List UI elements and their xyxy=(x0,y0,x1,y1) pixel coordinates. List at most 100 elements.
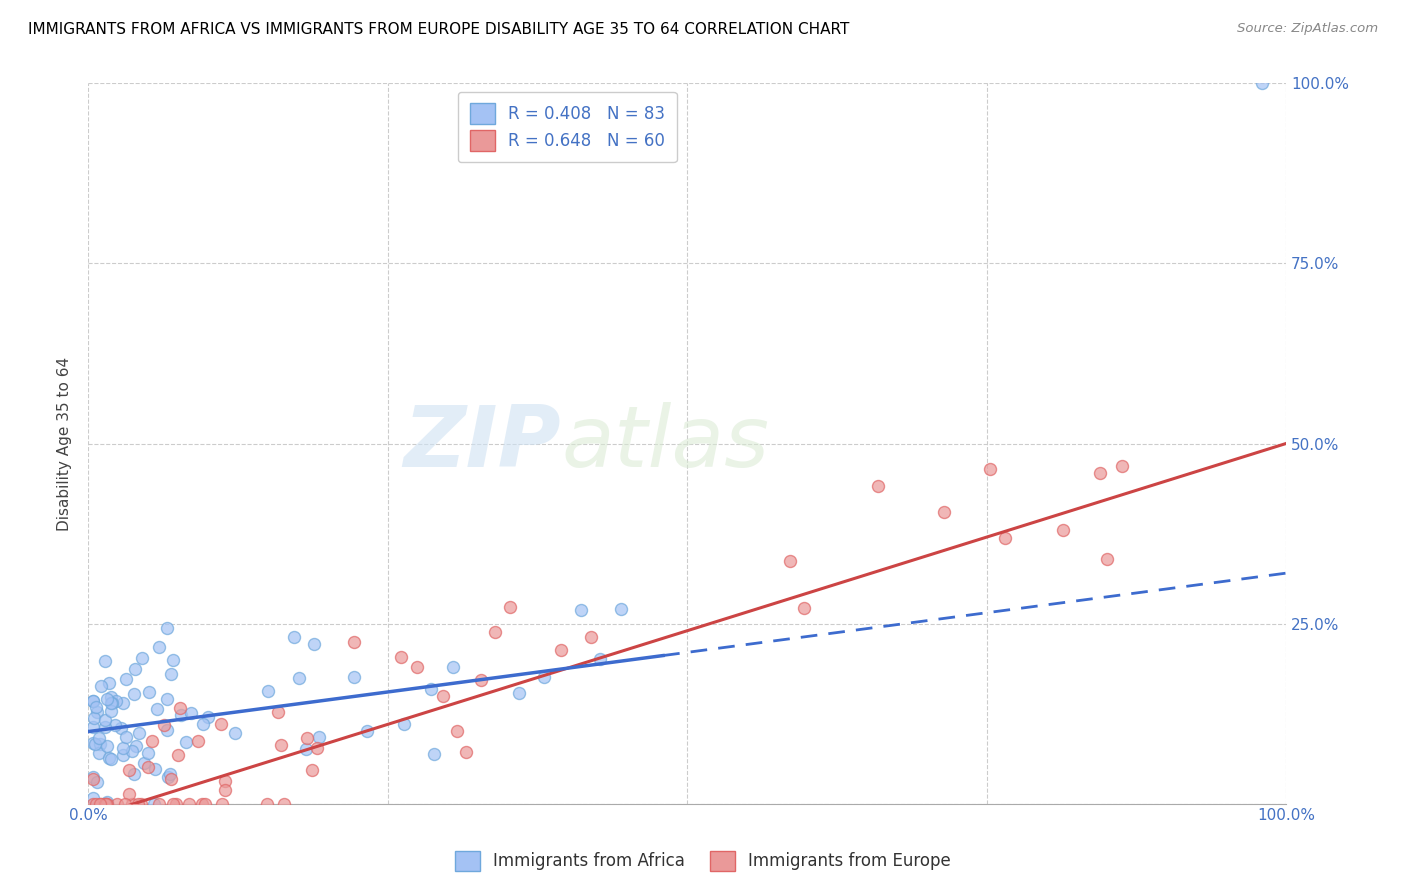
Point xyxy=(94,797,117,811)
Point xyxy=(82,790,104,805)
Point xyxy=(550,643,572,657)
Point xyxy=(1090,467,1112,481)
Point xyxy=(283,630,305,644)
Point xyxy=(132,756,155,770)
Point xyxy=(356,724,378,739)
Point xyxy=(89,737,111,751)
Point xyxy=(484,624,506,639)
Point xyxy=(125,739,148,754)
Point xyxy=(423,747,446,761)
Point xyxy=(214,782,236,797)
Point xyxy=(288,671,311,685)
Point xyxy=(994,531,1017,545)
Point xyxy=(122,767,145,781)
Point xyxy=(569,603,592,617)
Point xyxy=(153,718,176,732)
Point xyxy=(499,599,522,614)
Point xyxy=(419,682,441,697)
Legend: R = 0.408   N = 83, R = 0.648   N = 60: R = 0.408 N = 83, R = 0.648 N = 60 xyxy=(458,92,676,162)
Point xyxy=(82,736,104,750)
Point xyxy=(273,797,295,811)
Point xyxy=(86,774,108,789)
Point xyxy=(389,650,412,665)
Point xyxy=(174,734,197,748)
Point xyxy=(302,637,325,651)
Point xyxy=(100,752,122,766)
Point xyxy=(124,662,146,676)
Point xyxy=(446,723,468,738)
Point xyxy=(127,797,149,811)
Point xyxy=(84,797,107,811)
Point xyxy=(84,737,107,751)
Point xyxy=(98,751,121,765)
Point xyxy=(104,718,127,732)
Point xyxy=(295,742,318,756)
Point xyxy=(96,797,118,811)
Point xyxy=(145,702,167,716)
Point xyxy=(86,705,108,719)
Point xyxy=(392,717,415,731)
Point xyxy=(82,770,104,784)
Point xyxy=(165,797,187,811)
Point xyxy=(589,651,612,665)
Point xyxy=(169,701,191,715)
Point xyxy=(162,653,184,667)
Point xyxy=(96,739,118,753)
Point xyxy=(1095,552,1118,566)
Point xyxy=(105,797,128,811)
Point xyxy=(97,675,120,690)
Point xyxy=(257,684,280,698)
Point xyxy=(115,730,138,744)
Point xyxy=(94,797,117,811)
Point xyxy=(157,771,180,785)
Point xyxy=(343,670,366,684)
Point xyxy=(96,692,118,706)
Point xyxy=(128,725,150,739)
Point xyxy=(267,705,290,719)
Point xyxy=(191,717,214,731)
Point xyxy=(111,747,134,762)
Y-axis label: Disability Age 35 to 64: Disability Age 35 to 64 xyxy=(58,357,72,531)
Point xyxy=(454,746,477,760)
Point xyxy=(90,679,112,693)
Point xyxy=(179,797,201,811)
Point xyxy=(180,706,202,720)
Point xyxy=(533,670,555,684)
Point xyxy=(209,717,232,731)
Legend: Immigrants from Africa, Immigrants from Europe: Immigrants from Africa, Immigrants from … xyxy=(447,842,959,880)
Point xyxy=(100,705,122,719)
Point xyxy=(93,797,115,811)
Point xyxy=(82,772,104,786)
Point xyxy=(159,666,181,681)
Point xyxy=(579,630,602,644)
Point xyxy=(87,747,110,761)
Point xyxy=(307,740,329,755)
Point xyxy=(96,797,118,811)
Point xyxy=(82,797,104,811)
Point xyxy=(141,734,163,748)
Point xyxy=(156,691,179,706)
Point xyxy=(114,797,136,811)
Point xyxy=(114,673,136,687)
Point xyxy=(82,720,104,734)
Point xyxy=(122,687,145,701)
Point xyxy=(100,696,122,710)
Point xyxy=(156,621,179,635)
Point xyxy=(83,711,105,725)
Point xyxy=(194,797,217,811)
Point xyxy=(89,797,111,811)
Point xyxy=(1111,458,1133,473)
Point xyxy=(432,689,454,703)
Point xyxy=(136,760,159,774)
Point xyxy=(87,731,110,745)
Point xyxy=(793,601,815,615)
Point xyxy=(111,696,134,710)
Point xyxy=(136,746,159,760)
Point xyxy=(121,797,143,811)
Text: ZIP: ZIP xyxy=(404,402,561,485)
Point xyxy=(112,741,135,756)
Point xyxy=(470,673,492,687)
Point xyxy=(170,708,193,723)
Point xyxy=(148,640,170,654)
Point xyxy=(343,635,366,649)
